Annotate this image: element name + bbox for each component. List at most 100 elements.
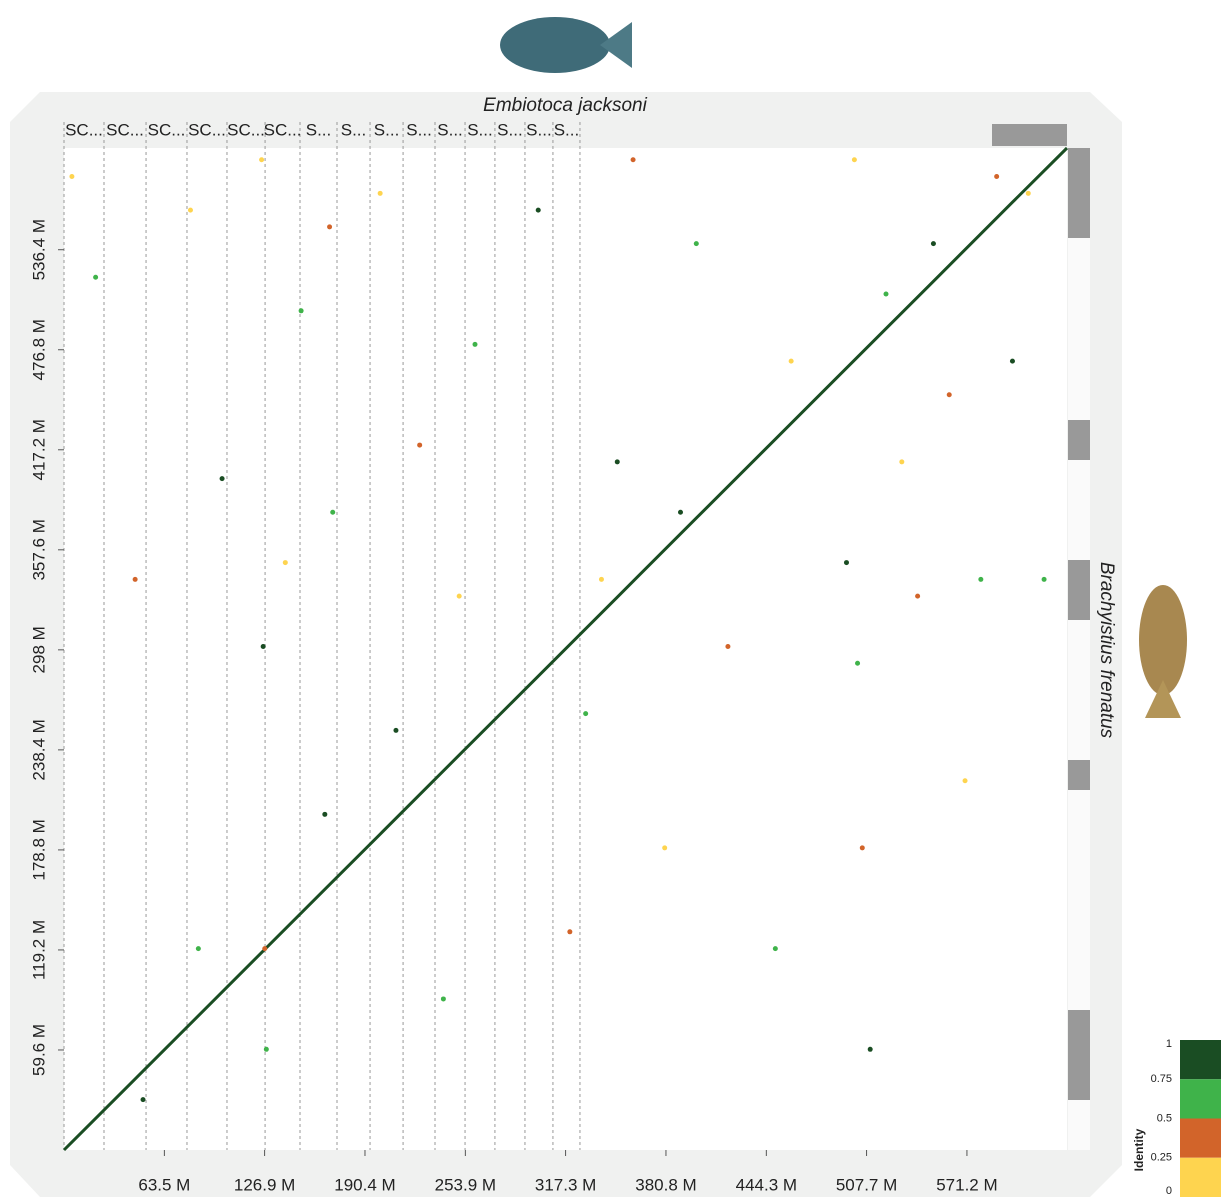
alignment-dot xyxy=(852,157,857,162)
page: {"chart_data": { "type": "scatter", "tit… xyxy=(0,0,1221,1204)
alignment-dot xyxy=(196,946,201,951)
x-tick-label: 190.4 M xyxy=(334,1175,395,1194)
alignment-dot xyxy=(133,577,138,582)
alignment-dot xyxy=(615,459,620,464)
alignment-dot xyxy=(536,208,541,213)
x-tick-label: 253.9 M xyxy=(435,1175,496,1194)
alignment-dot xyxy=(330,510,335,515)
alignment-dot xyxy=(963,778,968,783)
colorbar-label: 0.5 xyxy=(1157,1112,1172,1124)
alignment-dot xyxy=(725,644,730,649)
alignment-dot xyxy=(899,459,904,464)
y-tick-label: 59.6 M xyxy=(29,1024,48,1076)
scaffold-label: SC... xyxy=(264,120,302,139)
alignment-dot xyxy=(188,208,193,213)
alignment-dot xyxy=(141,1097,146,1102)
alignment-dot xyxy=(1010,359,1015,364)
x-tick-label: 126.9 M xyxy=(234,1175,295,1194)
alignment-dot xyxy=(220,476,225,481)
y-tick-label: 357.6 M xyxy=(29,519,48,580)
alignment-dot xyxy=(1042,577,1047,582)
scaffold-label: S... xyxy=(467,120,493,139)
alignment-dot xyxy=(915,594,920,599)
fish-right xyxy=(1139,585,1187,718)
scaffold-label: S... xyxy=(406,120,432,139)
y-tick-label: 119.2 M xyxy=(29,920,48,980)
alignment-dot xyxy=(69,174,74,179)
alignment-dot xyxy=(417,443,422,448)
alignment-dot xyxy=(378,191,383,196)
x-tick-label: 571.2 M xyxy=(936,1175,997,1194)
scaffold-label: S... xyxy=(554,120,580,139)
colorbar-label: 1 xyxy=(1166,1038,1172,1050)
scaffold-label: SC... xyxy=(65,120,103,139)
y-tick-label: 178.8 M xyxy=(29,819,48,880)
scaffold-label: S... xyxy=(497,120,523,139)
colorbar-label: 0.75 xyxy=(1151,1073,1172,1085)
alignment-dot xyxy=(1026,191,1031,196)
alignment-dot xyxy=(93,275,98,280)
alignment-dot xyxy=(931,241,936,246)
y-tick-label: 476.8 M xyxy=(29,319,48,380)
scaffold-label: SC... xyxy=(188,120,226,139)
alignment-dot xyxy=(868,1047,873,1052)
alignment-dot xyxy=(583,711,588,716)
y-scaffold-strip xyxy=(1068,148,1090,1150)
y-title: Brachyistius frenatus xyxy=(1096,562,1117,739)
alignment-dot xyxy=(264,1047,269,1052)
alignment-dot xyxy=(844,560,849,565)
y-tick-label: 298 M xyxy=(29,626,48,673)
scaffold-label: SC... xyxy=(148,120,186,139)
alignment-dot xyxy=(457,594,462,599)
colorbar-band xyxy=(1180,1158,1221,1197)
x-tick-label: 444.3 M xyxy=(736,1175,797,1194)
alignment-dot xyxy=(441,996,446,1001)
alignment-dot xyxy=(773,946,778,951)
scaffold-label: S... xyxy=(526,120,552,139)
alignment-dot xyxy=(261,644,266,649)
y-tick-label: 417.2 M xyxy=(29,419,48,480)
alignment-dot xyxy=(393,728,398,733)
alignment-dot xyxy=(473,342,478,347)
colorbar-band xyxy=(1180,1040,1221,1079)
scaffold-label: SC... xyxy=(106,120,144,139)
scaffold-label: S... xyxy=(374,120,400,139)
colorbar-label: 0.25 xyxy=(1151,1152,1172,1164)
colorbar-band xyxy=(1180,1079,1221,1118)
alignment-dot xyxy=(259,157,264,162)
alignment-dot xyxy=(678,510,683,515)
scaffold-label: S... xyxy=(306,120,332,139)
scaffold-label: S... xyxy=(341,120,367,139)
alignment-dot xyxy=(631,157,636,162)
x-title: Embiotoca jacksoni xyxy=(483,95,647,116)
scaffold-label: SC... xyxy=(227,120,265,139)
alignment-dot xyxy=(860,845,865,850)
alignment-dot xyxy=(262,946,267,951)
alignment-dot xyxy=(322,812,327,817)
colorbar-title: Identity xyxy=(1132,1128,1146,1171)
chart: Embiotoca jacksoni Brachyistius frenatus… xyxy=(0,0,1221,1199)
alignment-dot xyxy=(299,308,304,313)
x-tick-label: 63.5 M xyxy=(138,1175,190,1194)
alignment-dot xyxy=(694,241,699,246)
y-tick-label: 536.4 M xyxy=(29,219,48,280)
scaffold-label: S... xyxy=(437,120,463,139)
x-tick-label: 507.7 M xyxy=(836,1175,897,1194)
alignment-dot xyxy=(327,224,332,229)
alignment-dot xyxy=(978,577,983,582)
alignment-dot xyxy=(994,174,999,179)
alignment-dot xyxy=(283,560,288,565)
alignment-dot xyxy=(855,661,860,666)
alignment-dot xyxy=(947,392,952,397)
alignment-dot xyxy=(567,929,572,934)
colorbar-label: 0 xyxy=(1166,1185,1172,1197)
small-scaffolds xyxy=(992,124,1067,146)
fish-top xyxy=(500,17,632,73)
y-tick-label: 238.4 M xyxy=(29,719,48,780)
alignment-dot xyxy=(884,292,889,297)
x-tick-label: 317.3 M xyxy=(535,1175,596,1194)
alignment-dot xyxy=(662,845,667,850)
colorbar-band xyxy=(1180,1119,1221,1158)
alignment-dot xyxy=(789,359,794,364)
alignment-dot xyxy=(599,577,604,582)
